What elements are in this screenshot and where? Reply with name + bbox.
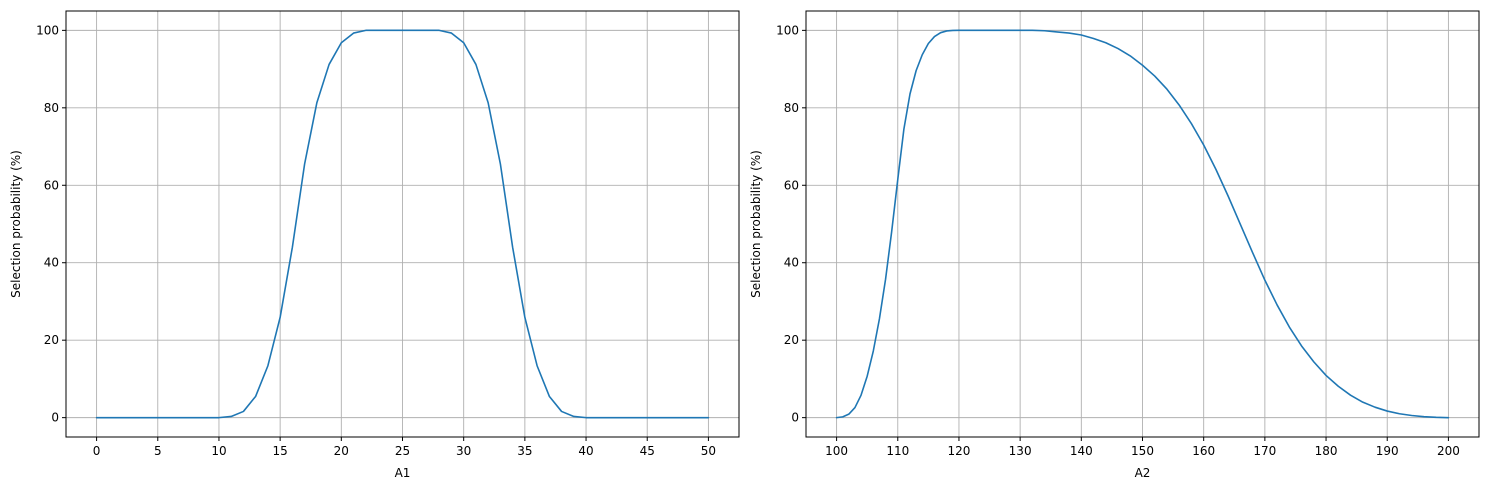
x-tick-label: 150 [1131,444,1154,458]
x-tick-label: 140 [1070,444,1093,458]
x-tick-label: 40 [578,444,593,458]
y-tick-label: 40 [44,256,59,270]
x-tick-label: 10 [211,444,226,458]
y-tick-label: 80 [784,101,799,115]
x-tick-label: 200 [1437,444,1460,458]
x-tick-label: 5 [154,444,162,458]
y-tick-label: 0 [51,411,59,425]
x-tick-label: 45 [640,444,655,458]
x-tick-label: 30 [456,444,471,458]
y-tick-label: 40 [784,256,799,270]
y-axis-label: Selection probability (%) [749,150,763,298]
x-tick-label: 100 [825,444,848,458]
y-axis-label: Selection probability (%) [9,150,23,298]
y-tick-label: 20 [784,333,799,347]
series-line [835,29,1450,419]
x-tick-label: 15 [272,444,287,458]
x-tick-label: 160 [1192,444,1215,458]
x-axis-label: A2 [1135,466,1151,480]
y-tick-label: 60 [44,178,59,192]
x-tick-label: 190 [1376,444,1399,458]
y-tick-label: 20 [44,333,59,347]
y-tick-label: 100 [36,23,59,37]
x-tick-label: 35 [517,444,532,458]
chart-a2: 100 110 120 130 140 150 160 170 180 190 200 0 20 40 60… [749,10,1480,480]
x-tick-label: 25 [395,444,410,458]
x-tick-label: 50 [701,444,716,458]
x-tick-label: 20 [334,444,349,458]
x-axis-label: A1 [395,466,411,480]
x-tick-label: 180 [1315,444,1338,458]
x-tick-label: 130 [1009,444,1032,458]
x-tick-label: 170 [1253,444,1276,458]
x-tick-label: 110 [886,444,909,458]
y-tick-label: 0 [791,411,799,425]
x-tick-label: 0 [93,444,101,458]
chart-a1: 0 5 10 15 20 25 30 35 40 45 50 0 20 40 60 80 100 A1 Select… [9,10,740,480]
y-tick-label: 100 [776,23,799,37]
x-tick-label: 120 [948,444,971,458]
y-tick-label: 80 [44,101,59,115]
y-tick-label: 60 [784,178,799,192]
series-line [95,29,710,419]
